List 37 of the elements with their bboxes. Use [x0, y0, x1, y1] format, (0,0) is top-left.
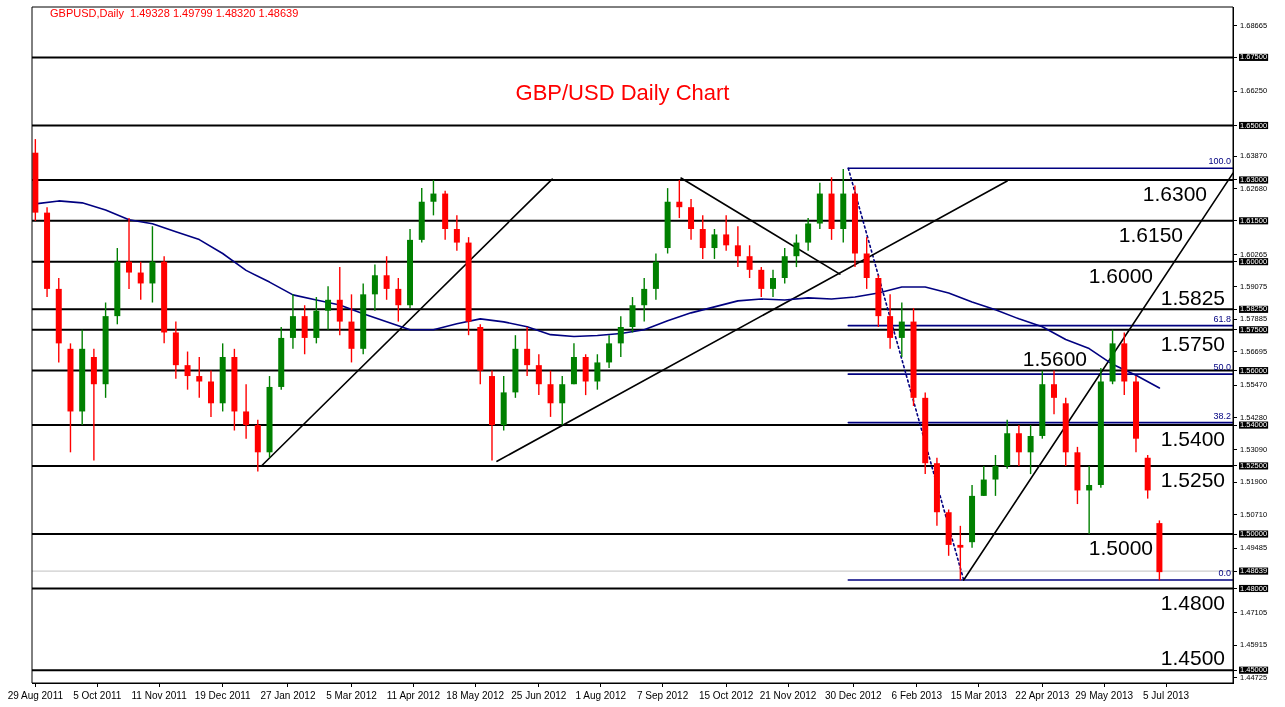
annotation: 61.8: [1213, 313, 1231, 324]
x-tick-label: 18 May 2012: [446, 689, 505, 701]
ref-line-label: 1.4500: [1160, 646, 1225, 670]
ref-line-label: 1.4800: [1160, 590, 1225, 614]
x-tick-label: 15 Oct 2012: [698, 689, 754, 701]
chart-subtitle: GBPUSD,Daily 1.49328 1.49799 1.48320 1.48639: [50, 7, 299, 19]
x-tick-label: 29 May 2013: [1075, 689, 1134, 701]
x-tick-label: 6 Feb 2013: [891, 689, 943, 701]
ref-line-label: 1.6300: [1142, 182, 1207, 206]
x-tick-label: 30 Dec 2012: [824, 689, 883, 701]
x-tick-label: 5 Mar 2012: [326, 689, 378, 701]
x-tick-label: 1 Aug 2012: [575, 689, 627, 701]
x-tick-label: 15 Mar 2013: [950, 689, 1008, 701]
x-tick-label: 5 Oct 2011: [73, 689, 122, 701]
ref-line-label: 1.5000: [1088, 536, 1153, 560]
text: GBP/USD Daily Chart: [515, 80, 730, 105]
ref-line-label: 1.6000: [1088, 263, 1153, 287]
annotation: 38.2: [1213, 410, 1231, 421]
ref-line-label: 1.5600: [1022, 346, 1087, 370]
x-tick-label: 7 Sep 2012: [637, 689, 689, 701]
x-tick-label: 11 Nov 2011: [131, 689, 188, 701]
x-tick-label: 22 Apr 2013: [1015, 689, 1070, 701]
x-tick-label: 11 Apr 2012: [386, 689, 441, 701]
ref-line-label: 1.5825: [1160, 285, 1225, 309]
ref-line-label: 1.6150: [1118, 223, 1183, 247]
annotation: 0.0: [1218, 568, 1231, 579]
x-tick-label: 27 Jan 2012: [260, 689, 316, 701]
x-tick-label: 21 Nov 2012: [759, 689, 817, 701]
annotation: 50.0: [1213, 362, 1231, 373]
x-tick-label: 19 Dec 2011: [194, 689, 252, 701]
x-tick-label: 29 Aug 2011: [7, 689, 64, 701]
ref-line-label: 1.5400: [1160, 427, 1225, 451]
ref-line-label: 1.5750: [1160, 332, 1225, 356]
x-tick-label: 25 Jun 2012: [511, 689, 567, 701]
annotation: 100.0: [1208, 156, 1231, 167]
x-tick-label: 5 Jul 2013: [1143, 689, 1190, 701]
ref-line-label: 1.5250: [1160, 468, 1225, 492]
